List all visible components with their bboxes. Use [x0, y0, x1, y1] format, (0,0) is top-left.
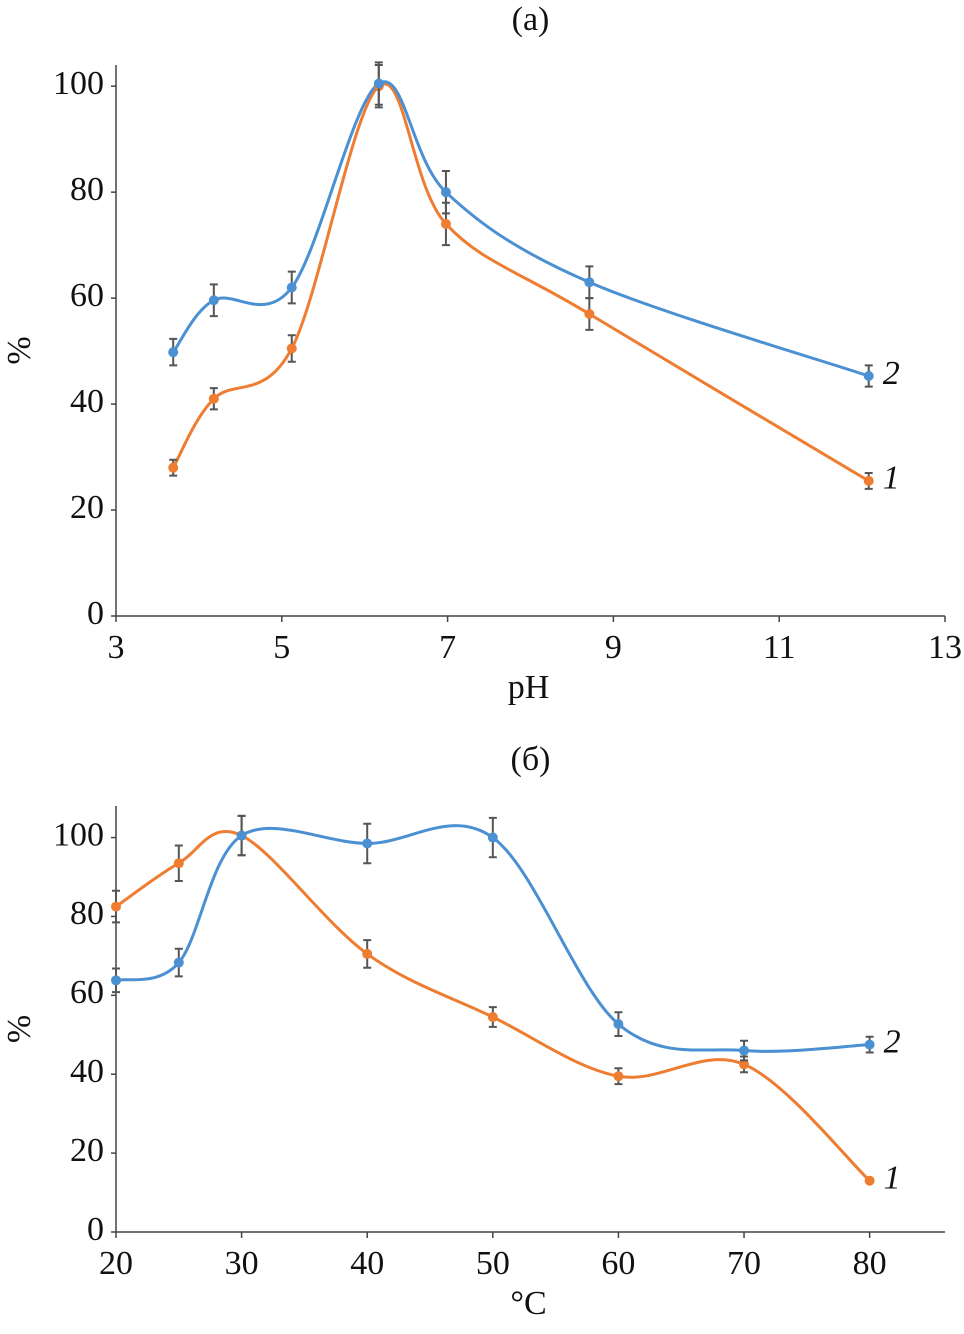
- data-point: [613, 1071, 624, 1082]
- x-tick-label: 5: [273, 629, 290, 666]
- data-point: [111, 975, 121, 986]
- x-tick-label: 40: [350, 1245, 384, 1282]
- x-tick-label: 11: [763, 629, 796, 666]
- y-tick-label: 100: [53, 816, 104, 853]
- chart-title: (a): [512, 1, 550, 38]
- data-point: [286, 282, 297, 293]
- data-point: [487, 1012, 498, 1023]
- data-point: [864, 1039, 875, 1050]
- x-tick-label: 80: [853, 1245, 887, 1282]
- y-tick-label: 60: [70, 974, 104, 1011]
- data-point: [739, 1045, 750, 1056]
- data-point: [863, 475, 874, 486]
- data-point: [173, 957, 184, 968]
- data-point: [487, 832, 498, 843]
- data-point: [168, 462, 179, 473]
- data-point: [584, 277, 595, 288]
- series-line: [115, 830, 871, 1182]
- series-line: [115, 824, 870, 1053]
- series-label: 2: [883, 355, 900, 392]
- data-point: [584, 309, 595, 320]
- y-tick-label: 40: [70, 383, 104, 420]
- data-point: [208, 393, 219, 404]
- y-tick-label: 0: [87, 1211, 104, 1248]
- x-tick-label: 9: [605, 629, 622, 666]
- y-tick-label: 20: [70, 1132, 104, 1169]
- series-line: [171, 82, 870, 483]
- y-tick-label: 20: [70, 489, 104, 526]
- y-tick-label: 0: [87, 595, 104, 632]
- x-tick-label: 60: [601, 1245, 635, 1282]
- series-label: 2: [884, 1023, 901, 1060]
- data-point: [168, 347, 179, 358]
- data-point: [286, 343, 297, 354]
- series-line: [171, 80, 870, 378]
- x-axis-label: pH: [508, 669, 550, 706]
- x-tick-label: 20: [99, 1245, 133, 1282]
- y-axis-label: %: [1, 1015, 38, 1043]
- x-tick-label: 30: [225, 1245, 259, 1282]
- data-point: [613, 1019, 624, 1030]
- y-axis-label: %: [1, 336, 38, 364]
- data-point: [173, 858, 184, 869]
- data-point: [236, 830, 247, 841]
- data-point: [440, 187, 451, 198]
- y-tick-label: 80: [70, 171, 104, 208]
- series-label: 1: [883, 460, 900, 497]
- data-point: [362, 838, 373, 849]
- x-tick-label: 3: [108, 629, 125, 666]
- y-tick-label: 80: [70, 895, 104, 932]
- data-point: [373, 78, 384, 89]
- x-tick-label: 7: [439, 629, 456, 666]
- x-tick-label: 50: [476, 1245, 510, 1282]
- y-tick-label: 40: [70, 1053, 104, 1090]
- y-tick-label: 60: [70, 277, 104, 314]
- data-point: [208, 295, 219, 306]
- series-label: 1: [884, 1160, 901, 1197]
- chart-title: (б): [511, 741, 551, 778]
- data-point: [440, 218, 451, 229]
- x-tick-label: 70: [727, 1245, 761, 1282]
- data-point: [864, 1175, 875, 1186]
- data-point: [111, 901, 121, 912]
- data-point: [863, 370, 874, 381]
- x-tick-label: 13: [928, 629, 962, 666]
- y-tick-label: 100: [53, 65, 104, 102]
- data-point: [739, 1059, 750, 1070]
- x-axis-label: °C: [510, 1285, 546, 1322]
- data-point: [362, 948, 373, 959]
